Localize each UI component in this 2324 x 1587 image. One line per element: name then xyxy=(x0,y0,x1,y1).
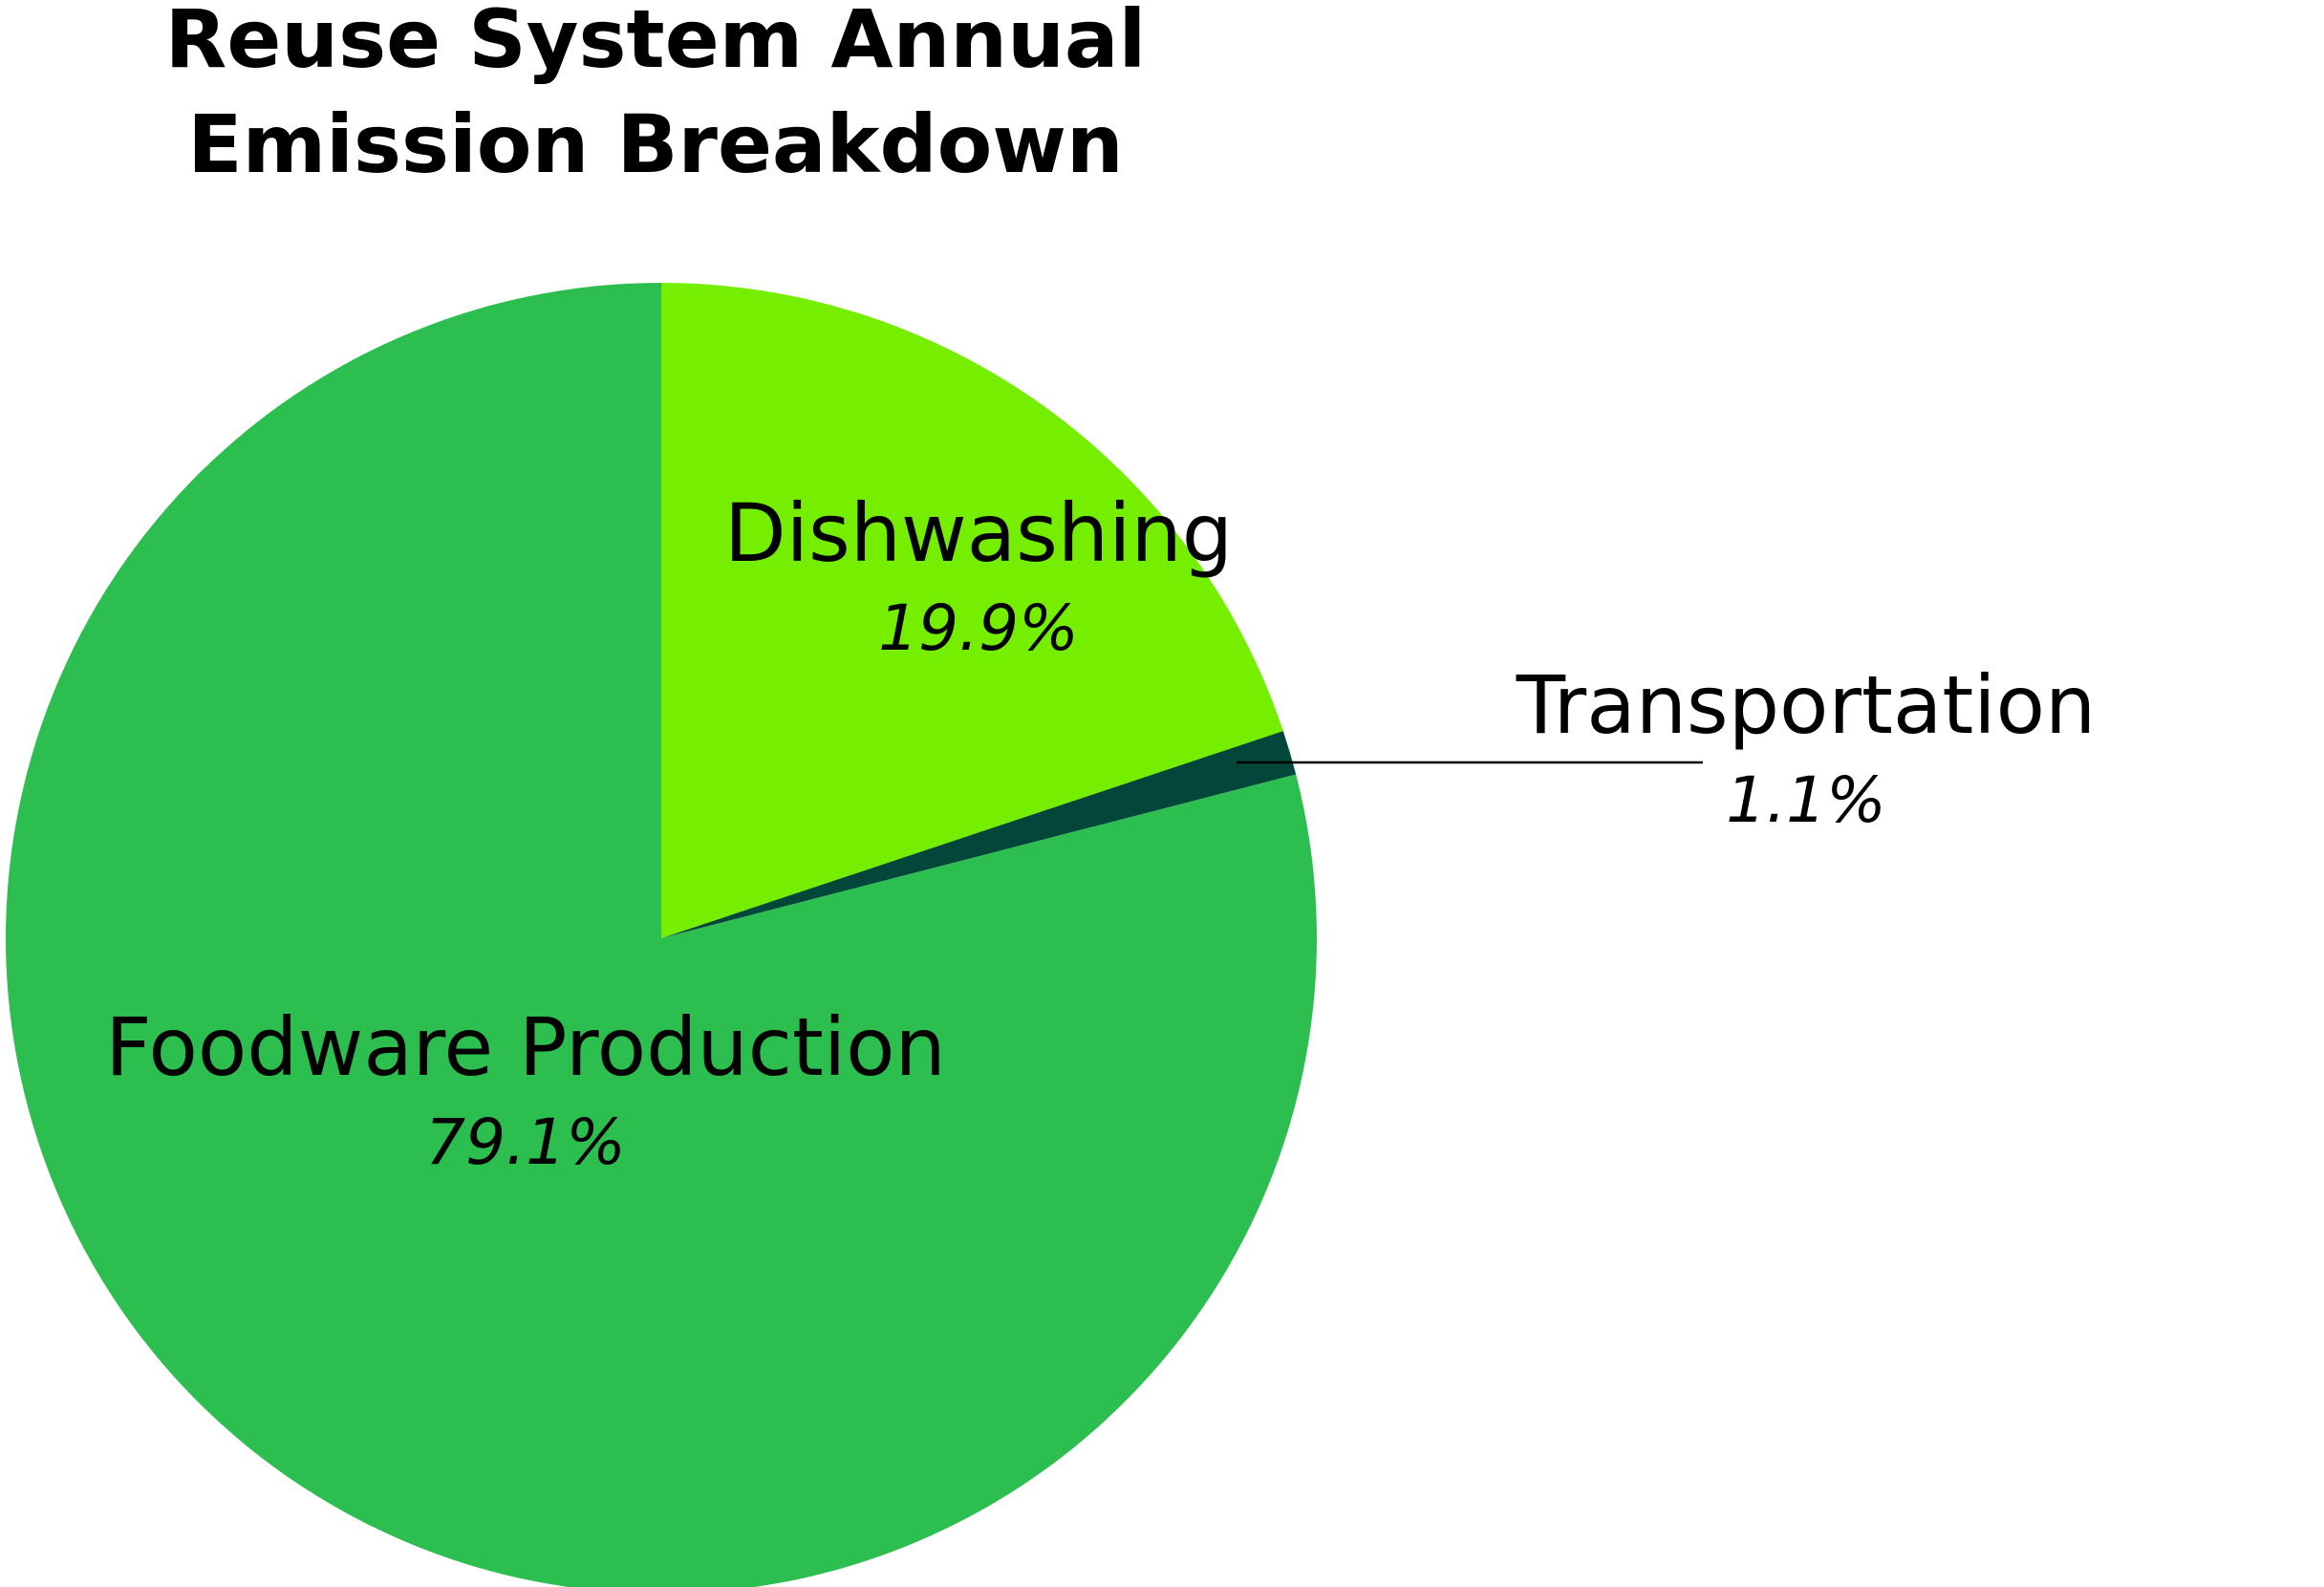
pie-slice xyxy=(6,283,1317,1587)
slice-label: Transportation xyxy=(1516,658,2097,752)
pie xyxy=(6,283,1317,1587)
value-label: 19.9% xyxy=(878,591,1079,665)
pie-slice xyxy=(661,731,1297,938)
value-label: 1.1% xyxy=(1726,763,1886,837)
pie-slice xyxy=(661,283,1283,938)
chart-title: Reuse System Annual Emission Breakdown xyxy=(165,0,1147,191)
slice-label: Dishwashing xyxy=(724,486,1233,580)
slice-label: Foodware Production xyxy=(105,1000,946,1094)
labels: Dishwashing 19.9% Transportation 1.1% Foodwa… xyxy=(105,486,2096,1179)
value-label: 79.1% xyxy=(425,1105,626,1179)
